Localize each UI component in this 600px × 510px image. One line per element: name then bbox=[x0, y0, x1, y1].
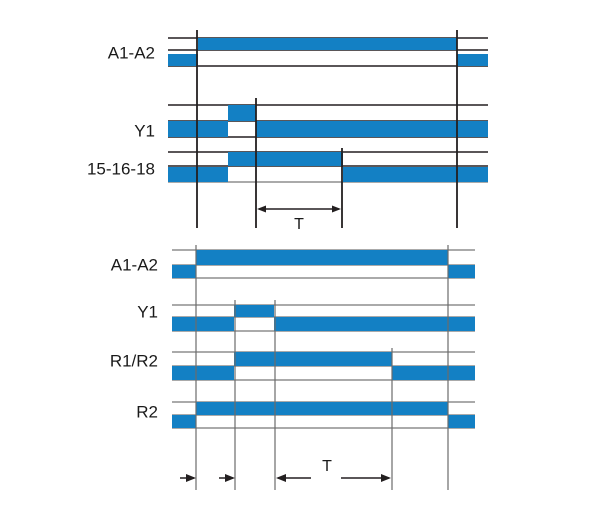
signal-label-a1a2-upper: A1-A2 bbox=[108, 43, 155, 62]
signal-high-r2-lower bbox=[196, 402, 448, 415]
signal-high-a1a2-lower bbox=[196, 250, 448, 265]
signal-high-r1r2-lower bbox=[234, 352, 392, 366]
arrow-right-icon bbox=[186, 474, 196, 482]
signal-label-r2-lower: R2 bbox=[136, 402, 158, 421]
signal-label-contact-upper: 15-16-18 bbox=[87, 159, 155, 178]
signal-row-a1a2-upper: A1-A2 bbox=[108, 37, 488, 67]
dimension-T-lower: T bbox=[276, 458, 391, 482]
signal-low-r2-lower-left bbox=[172, 415, 196, 428]
signal-row-r1r2-lower: R1/R2 bbox=[110, 351, 475, 381]
arrow-right-icon bbox=[332, 205, 341, 213]
arrow-right-icon bbox=[381, 474, 391, 482]
signal-row-y1-lower: Y1 bbox=[137, 302, 475, 332]
signal-low-y1-upper-left bbox=[168, 121, 228, 137]
signal-low-contact-upper-right bbox=[343, 167, 488, 182]
dimension-pulse-1-lower bbox=[180, 474, 196, 482]
lower-timing-diagram: A1-A2 Y1 R1/R2 bbox=[110, 245, 475, 490]
arrow-left-icon bbox=[276, 474, 286, 482]
signal-label-a1a2-lower: A1-A2 bbox=[111, 255, 158, 274]
signal-high-y1-upper bbox=[228, 105, 256, 121]
arrow-left-icon bbox=[257, 205, 266, 213]
signal-high-contact-upper bbox=[228, 152, 343, 166]
signal-row-a1a2-lower: A1-A2 bbox=[111, 249, 475, 279]
dimension-label-T-lower: T bbox=[322, 458, 332, 475]
upper-timing-diagram: A1-A2 Y1 15-16-18 bbox=[87, 30, 488, 233]
signal-low-a1a2-lower-left bbox=[172, 265, 196, 278]
signal-label-y1-lower: Y1 bbox=[137, 302, 158, 321]
signal-low-a1a2-upper-left bbox=[168, 54, 198, 66]
dimension-pulse-2-lower bbox=[219, 474, 235, 482]
dimension-label-T-upper: T bbox=[294, 216, 304, 233]
signal-label-y1-upper: Y1 bbox=[134, 121, 155, 140]
signal-high-y1-lower bbox=[234, 305, 274, 317]
signal-row-r2-lower: R2 bbox=[136, 401, 475, 429]
dimension-T-upper: T bbox=[257, 205, 341, 233]
signal-low-y1-lower-left bbox=[172, 317, 234, 331]
signal-low-r2-lower-right bbox=[448, 415, 475, 428]
signal-high-a1a2-upper bbox=[198, 38, 457, 50]
signal-low-a1a2-upper-right bbox=[457, 54, 488, 66]
signal-row-contact-upper: 15-16-18 bbox=[87, 151, 488, 183]
arrow-right-icon bbox=[225, 474, 235, 482]
signal-row-y1-upper: Y1 bbox=[134, 104, 488, 140]
signal-low-y1-lower-right bbox=[274, 317, 475, 331]
signal-low-r1r2-lower-left bbox=[172, 366, 234, 380]
signal-low-contact-upper-left bbox=[168, 167, 228, 182]
signal-label-r1r2-lower: R1/R2 bbox=[110, 351, 158, 370]
signal-low-y1-upper-right bbox=[256, 121, 488, 137]
signal-low-r1r2-lower-right bbox=[392, 366, 475, 380]
signal-low-a1a2-lower-right bbox=[448, 265, 475, 278]
